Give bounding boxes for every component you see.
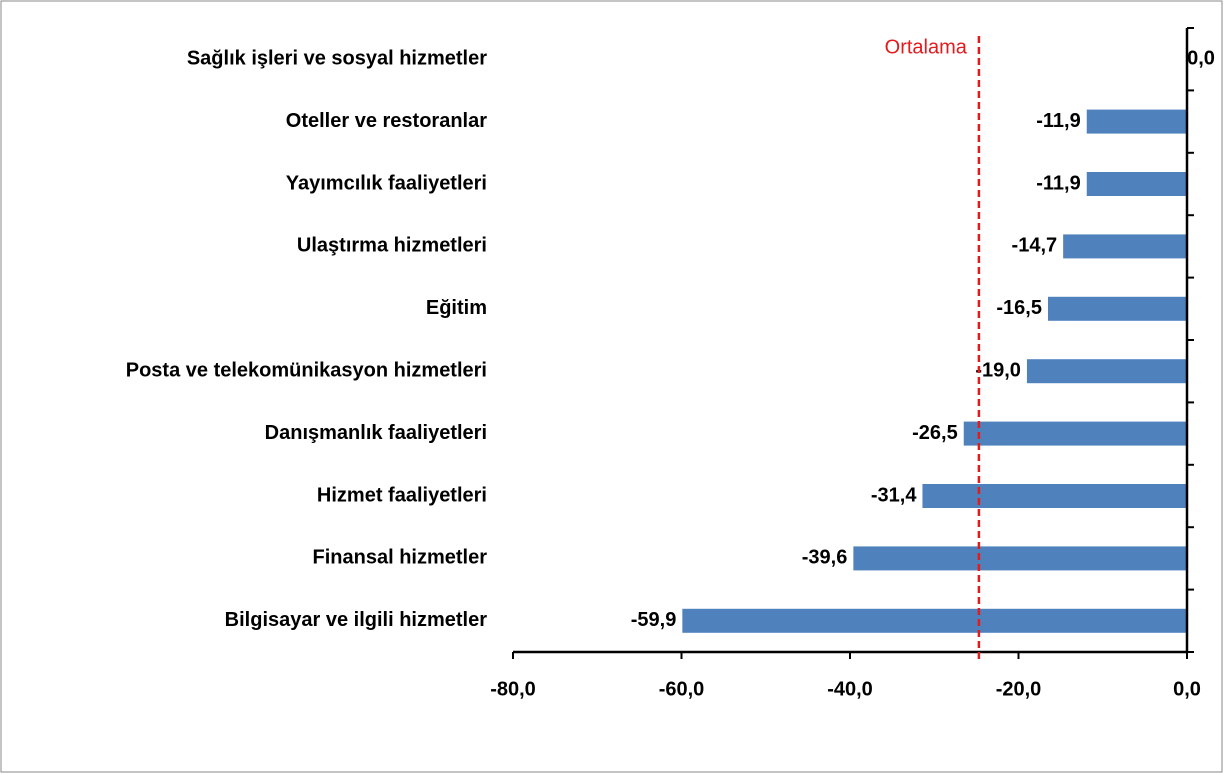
x-tick-label: -20,0: [996, 678, 1042, 700]
value-label: -11,9: [1036, 172, 1080, 194]
bar: [963, 421, 1187, 446]
bar: [853, 546, 1187, 571]
value-label: -19,0: [975, 359, 1021, 381]
bar: [1026, 359, 1187, 384]
y-tick-label: Finansal hizmetler: [313, 547, 488, 569]
y-tick-label: Danışmanlık faaliyetleri: [265, 422, 487, 444]
value-label: -26,5: [912, 422, 958, 444]
y-tick-label: Oteller ve restoranlar: [286, 110, 487, 132]
value-label: -11,9: [1036, 110, 1080, 132]
average-label: Ortalama: [885, 36, 968, 58]
value-label: -16,5: [996, 297, 1042, 319]
y-tick-label: Yayımcılık faaliyetleri: [286, 172, 487, 194]
y-tick-label: Posta ve telekomünikasyon hizmetleri: [126, 359, 487, 381]
value-label: -14,7: [1012, 235, 1058, 257]
x-tick-label: -80,0: [490, 678, 536, 700]
bar: [922, 484, 1187, 508]
y-tick-label: Bilgisayar ve ilgili hizmetler: [225, 609, 488, 631]
y-tick-label: Ulaştırma hizmetleri: [297, 235, 487, 257]
bar: [1047, 296, 1187, 321]
x-tick-label: 0,0: [1173, 678, 1201, 700]
bar: [682, 608, 1187, 633]
y-tick-label: Eğitim: [426, 297, 487, 319]
bar: [1063, 234, 1187, 259]
bar: [1086, 172, 1187, 196]
value-label: -39,6: [802, 547, 848, 569]
y-tick-label: Sağlık işleri ve sosyal hizmetler: [187, 47, 487, 69]
value-label: 0,0: [1187, 47, 1215, 69]
value-label: -31,4: [871, 484, 917, 506]
y-tick-label: Hizmet faaliyetleri: [317, 484, 487, 506]
value-label: -59,9: [631, 609, 677, 631]
bar: [1086, 109, 1187, 134]
x-tick-label: -60,0: [659, 678, 705, 700]
x-tick-label: -40,0: [827, 678, 873, 700]
